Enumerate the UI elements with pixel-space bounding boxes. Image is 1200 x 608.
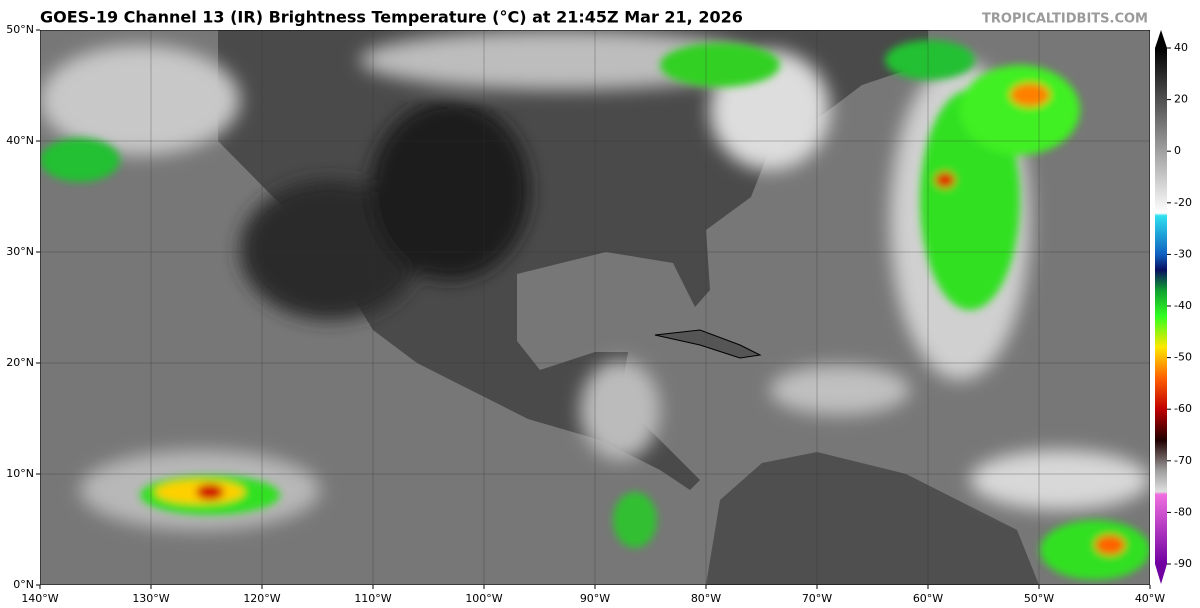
colorbar-label: -60 (1174, 402, 1192, 415)
colorbar-label: -30 (1174, 247, 1192, 260)
x-tick-label: 40°W (1135, 592, 1165, 605)
colorbar-label: -20 (1174, 196, 1192, 209)
colorbar-label: -70 (1174, 454, 1192, 467)
colorbar-arrow (1155, 564, 1167, 584)
colorbar-label: 20 (1174, 93, 1188, 106)
x-tick-label: 60°W (913, 592, 943, 605)
y-tick-label: 10°N (6, 467, 34, 480)
title: GOES-19 Channel 13 (IR) Brightness Tempe… (40, 8, 743, 27)
x-tick-label: 140°W (21, 592, 58, 605)
colorbar-label: -90 (1174, 557, 1192, 570)
y-tick-label: 40°N (6, 134, 34, 147)
land (706, 452, 1039, 585)
axes: 140°W 130°W 120°W 110°W 100°W 90°W 80°W 70°W 60°… (6, 23, 1165, 605)
colorbar-label: 0 (1174, 144, 1181, 157)
colorbar (1155, 48, 1167, 564)
colorbar-ticks: 40 20 0 -20 -30 -40 -50 -60 -70 -80 -90 (1167, 41, 1192, 570)
cold-cloud-tops (40, 40, 1150, 580)
island (654, 329, 762, 359)
y-tick-label: 30°N (6, 245, 34, 258)
y-tick-label: 50°N (6, 23, 34, 36)
colorbar-label: -80 (1174, 505, 1192, 518)
colorbar-arrow (1155, 30, 1167, 48)
x-tick-label: 80°W (691, 592, 721, 605)
x-tick-label: 70°W (802, 592, 832, 605)
x-tick-label: 120°W (243, 592, 280, 605)
x-tick-label: 50°W (1024, 592, 1054, 605)
y-tick-label: 20°N (6, 356, 34, 369)
watermark: TROPICALTIDBITS.COM (982, 12, 1148, 27)
x-tick-label: 90°W (580, 592, 610, 605)
colorbar-label: -40 (1174, 299, 1192, 312)
x-tick-label: 110°W (354, 592, 391, 605)
x-tick-label: 130°W (132, 592, 169, 605)
grid (40, 30, 1150, 585)
x-tick-label: 100°W (465, 592, 502, 605)
colorbar-label: -50 (1174, 351, 1192, 364)
satellite-image (40, 30, 1150, 585)
y-tick-label: 0°N (13, 578, 34, 591)
colorbar-label: 40 (1174, 41, 1188, 54)
